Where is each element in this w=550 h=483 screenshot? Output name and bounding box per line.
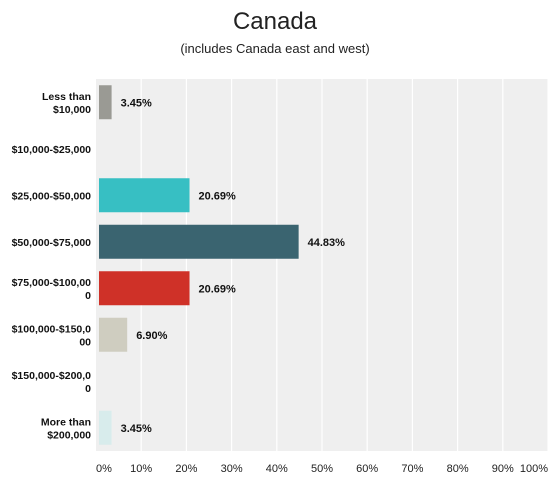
category-label: $75,000-$100,00 [12,277,92,289]
data-label: 3.45% [121,423,152,435]
category-label: 00 [79,336,91,348]
data-label: 3.45% [121,97,152,109]
category-label: $10,000-$25,000 [12,144,92,156]
category-label: $50,000-$75,000 [12,237,92,249]
bar [99,85,112,120]
bar [99,178,190,213]
category-label: Less than [42,91,91,103]
category-label: $200,000 [47,429,91,441]
data-label: 6.90% [136,330,167,342]
category-label: $10,000 [53,104,91,116]
chart-subtitle: (includes Canada east and west) [180,41,370,56]
category-label: 0 [85,290,91,302]
x-tick-label: 60% [356,463,378,475]
bar [99,271,190,306]
x-tick-label: 90% [492,463,514,475]
category-label: More than [41,416,91,428]
category-label: $150,000-$200,0 [12,370,92,382]
data-label: 20.69% [199,283,237,295]
x-tick-label: 40% [266,463,288,475]
data-label: 44.83% [308,237,346,249]
category-label: $25,000-$50,000 [12,190,92,202]
x-tick-label: 100% [520,463,548,475]
category-label: 0 [85,383,91,395]
bar [99,224,299,259]
x-tick-label: 20% [175,463,197,475]
bar [99,317,128,352]
x-tick-label: 80% [447,463,469,475]
x-tick-label: 70% [401,463,423,475]
data-label: 20.69% [199,190,237,202]
x-tick-label: 50% [311,463,333,475]
x-tick-label: 0% [96,463,112,475]
category-label: $100,000-$150,0 [12,323,92,335]
chart-title: Canada [232,8,318,35]
x-tick-label: 30% [221,463,243,475]
x-tick-label: 10% [130,463,152,475]
bar [99,410,112,445]
